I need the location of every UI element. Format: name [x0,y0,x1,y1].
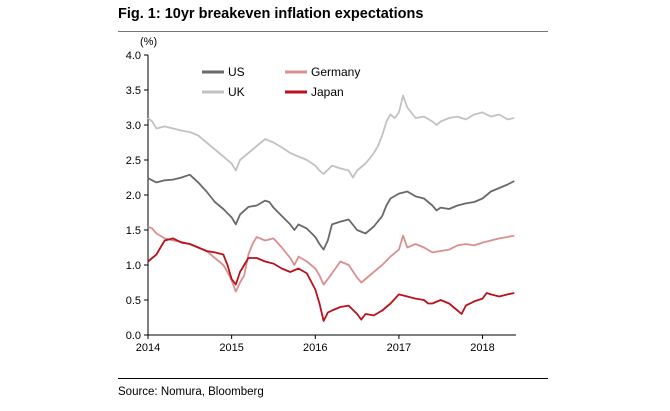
title-rule [118,31,548,32]
series-line-japan [147,237,515,322]
x-tick-label: 2014 [136,342,160,354]
y-tick-label: 1.0 [126,260,141,272]
series-line-us [147,173,515,251]
x-tick-label: 2017 [387,342,411,354]
y-tick-label: 1.5 [126,225,141,237]
y-axis-label: (%) [140,36,157,48]
legend-label-uk: UK [228,85,245,99]
chart-legend: US Germany UK Japan [202,65,360,99]
y-tick-label: 3.5 [126,85,141,97]
x-tick-label: 2018 [470,342,494,354]
series-layer [147,94,515,322]
series-line-uk [147,94,515,179]
source-note: Source: Nomura, Bloomberg [118,386,264,398]
chart-title: Fig. 1: 10yr breakeven inflation expecta… [118,6,424,22]
x-tick-label: 2015 [219,342,243,354]
y-tick-label: 0.5 [126,295,141,307]
legend-label-us: US [228,65,245,79]
legend-label-japan: Japan [311,85,344,99]
chart-axes: 0.0 0.5 1.0 1.5 2.0 2.5 3.0 3.5 4.0 (%) 2014 2015 20… [126,36,516,354]
series-line-germany [147,225,515,293]
source-rule [118,378,548,379]
y-tick-label: 4.0 [126,50,141,62]
y-tick-label: 3.0 [126,120,141,132]
y-tick-label: 0.0 [126,330,141,342]
y-tick-label: 2.0 [126,190,141,202]
y-tick-label: 2.5 [126,155,141,167]
x-tick-label: 2016 [303,342,327,354]
legend-label-germany: Germany [311,65,360,79]
